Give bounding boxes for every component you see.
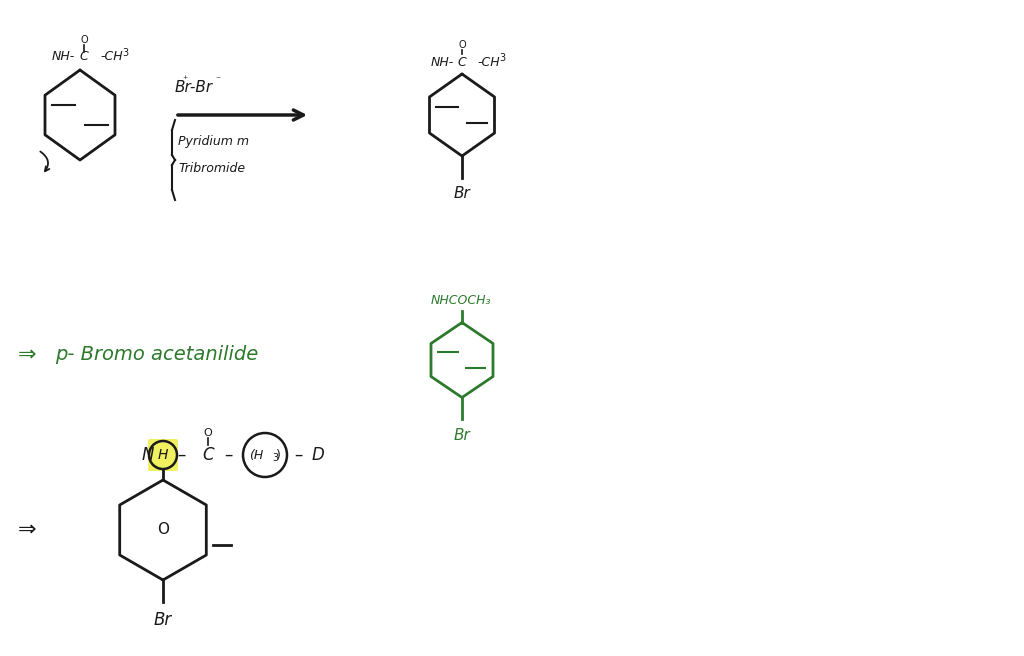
- Text: ⁻: ⁻: [215, 75, 220, 85]
- Text: NHCOCH₃: NHCOCH₃: [431, 295, 492, 308]
- Text: O: O: [458, 40, 466, 50]
- Text: Tribromide: Tribromide: [178, 161, 245, 174]
- Text: –: –: [294, 446, 302, 464]
- Text: ⇒: ⇒: [18, 520, 37, 540]
- Text: ): ): [275, 449, 281, 462]
- Text: Br: Br: [454, 186, 470, 201]
- FancyArrowPatch shape: [40, 152, 49, 171]
- Text: Br: Br: [154, 611, 172, 629]
- Text: 3: 3: [499, 53, 505, 63]
- Text: N: N: [141, 446, 155, 464]
- Text: C: C: [80, 51, 88, 64]
- Text: O: O: [204, 428, 212, 438]
- Text: ⇒: ⇒: [18, 345, 37, 365]
- Text: (H: (H: [249, 449, 263, 462]
- Text: C: C: [458, 56, 466, 68]
- Text: -CH: -CH: [100, 51, 123, 64]
- Text: NH-: NH-: [52, 51, 75, 64]
- Text: p- Bromo acetanilide: p- Bromo acetanilide: [55, 346, 258, 365]
- Text: O: O: [80, 35, 88, 45]
- Text: 3: 3: [122, 48, 128, 58]
- Text: C: C: [202, 446, 214, 464]
- Text: –: –: [224, 446, 232, 464]
- Text: D: D: [311, 446, 325, 464]
- Text: -CH: -CH: [477, 56, 500, 68]
- Text: 3: 3: [272, 453, 279, 463]
- Text: ⁺: ⁺: [182, 75, 187, 85]
- Text: H: H: [158, 448, 168, 462]
- Text: Pyridium m: Pyridium m: [178, 136, 249, 148]
- FancyBboxPatch shape: [148, 439, 178, 471]
- Text: Br: Br: [454, 428, 470, 443]
- Text: O: O: [157, 522, 169, 537]
- Text: NH-: NH-: [431, 56, 454, 68]
- Text: –: –: [177, 446, 185, 464]
- Text: Br-Br: Br-Br: [175, 79, 213, 94]
